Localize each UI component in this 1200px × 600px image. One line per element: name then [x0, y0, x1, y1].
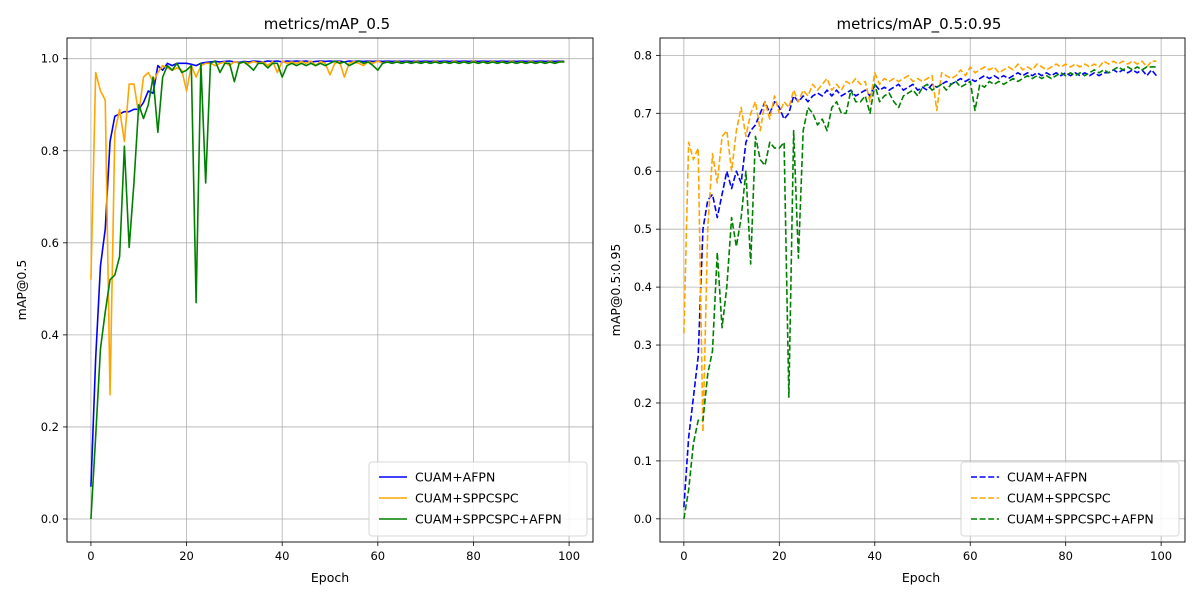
plot-frame: [66, 37, 594, 543]
series-line-0: [90, 60, 565, 487]
series-line-2: [683, 66, 1157, 519]
series-group: [90, 60, 565, 520]
chart-map-0.5: metrics/mAP_0.5 Epoch mAP@0.5 0 20 40 60 80 1…: [14, 15, 594, 585]
ticks: 0 20 40 60 80 100 0.0 0.1 0.2 0.3 0.4 0.5 0.6 0.7 0.8: [634, 48, 1172, 563]
x-tick-label: 0: [87, 549, 94, 563]
grid: [660, 38, 1185, 542]
y-tick-label: 0.6: [634, 164, 652, 178]
ticks: 0 20 40 60 80 100 0.0 0.2 0.4 0.6 0.8 1.0: [41, 52, 580, 563]
x-tick-label: 40: [275, 549, 290, 563]
y-tick-label: 0.5: [634, 222, 652, 236]
x-tick-label: 80: [1058, 549, 1073, 563]
x-axis-label: Epoch: [311, 570, 349, 585]
legend-box: [960, 461, 1180, 537]
y-tick-label: 0.2: [634, 396, 652, 410]
y-axis-label: mAP@0.5: [14, 260, 29, 321]
y-tick-label: 0.4: [634, 280, 652, 294]
y-tick-label: 0.8: [41, 144, 59, 158]
x-tick-label: 60: [370, 549, 385, 563]
plot-frame: [659, 37, 1186, 543]
chart-title: metrics/mAP_0.5:0.95: [837, 15, 1002, 34]
grid: [67, 38, 593, 542]
x-tick-label: 20: [179, 549, 194, 563]
x-tick-label: 60: [963, 549, 978, 563]
x-axis-label: Epoch: [902, 570, 940, 585]
y-tick-label: 0.2: [41, 420, 59, 434]
series-line-1: [683, 60, 1157, 433]
chart-map-0.5-0.95: metrics/mAP_0.5:0.95 Epoch mAP@0.5:0.95 …: [608, 15, 1186, 585]
y-tick-label: 0.0: [634, 512, 652, 526]
y-axis-label: mAP@0.5:0.95: [608, 244, 623, 337]
series-group: [683, 60, 1157, 519]
y-tick-label: 0.8: [634, 48, 652, 62]
legend-label-2: CUAM+SPPCSPC+AFPN: [415, 512, 562, 527]
y-tick-label: 0.0: [41, 512, 59, 526]
legend-box: [368, 461, 588, 537]
legend-label-2: CUAM+SPPCSPC+AFPN: [1007, 512, 1154, 527]
y-tick-label: 0.4: [41, 328, 59, 342]
x-tick-label: 80: [466, 549, 481, 563]
legend-label-0: CUAM+AFPN: [1007, 470, 1087, 485]
legend-label-1: CUAM+SPPCSPC: [415, 491, 519, 506]
legend-label-1: CUAM+SPPCSPC: [1007, 491, 1111, 506]
legend: CUAM+AFPN CUAM+SPPCSPC CUAM+SPPCSPC+AFPN: [368, 461, 588, 537]
x-tick-label: 20: [772, 549, 787, 563]
legend-label-0: CUAM+AFPN: [415, 470, 495, 485]
y-tick-label: 0.7: [634, 106, 652, 120]
y-tick-label: 0.6: [41, 236, 59, 250]
x-tick-label: 0: [680, 549, 687, 563]
series-line-2: [90, 60, 565, 520]
x-tick-label: 100: [558, 549, 580, 563]
y-tick-label: 0.1: [634, 454, 652, 468]
y-tick-label: 1.0: [41, 52, 59, 66]
y-tick-label: 0.3: [634, 338, 652, 352]
chart-title: metrics/mAP_0.5: [264, 15, 390, 34]
legend: CUAM+AFPN CUAM+SPPCSPC CUAM+SPPCSPC+AFPN: [960, 461, 1180, 537]
x-tick-label: 40: [867, 549, 882, 563]
x-tick-label: 100: [1150, 549, 1172, 563]
